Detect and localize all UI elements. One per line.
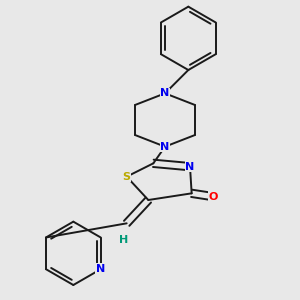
Text: H: H xyxy=(119,235,128,245)
Text: N: N xyxy=(96,264,105,274)
Text: O: O xyxy=(208,192,218,202)
Text: S: S xyxy=(123,172,131,182)
Text: N: N xyxy=(160,88,169,98)
Text: N: N xyxy=(160,142,169,152)
Text: N: N xyxy=(185,162,195,172)
